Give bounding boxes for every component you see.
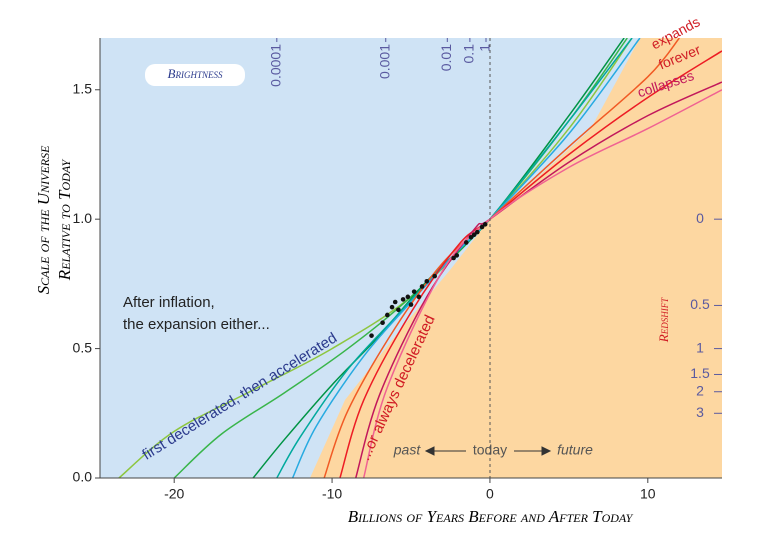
brightness-tick-label: 0.1 — [461, 44, 477, 64]
annotation: the expansion either... — [123, 316, 270, 333]
data-point — [416, 294, 422, 300]
annotation: past — [393, 442, 422, 458]
data-point — [468, 234, 474, 240]
redshift-tick-label: 0.5 — [690, 296, 710, 312]
data-point — [380, 320, 385, 326]
redshift-tick-label: 1.5 — [690, 365, 710, 381]
brightness-tick-label: 0.0001 — [268, 44, 284, 87]
brightness-box — [145, 64, 245, 86]
data-point — [385, 312, 390, 318]
arrows — [424, 446, 552, 456]
data-point — [471, 232, 477, 238]
redshift-tick-label: 2 — [696, 382, 704, 398]
data-point — [396, 307, 401, 313]
data-point — [475, 229, 480, 235]
y-label: Scale of the Universe — [34, 145, 53, 295]
data-point — [463, 240, 469, 245]
data-point — [479, 224, 485, 230]
brightness-tick-label: 1 — [477, 44, 493, 52]
curve — [291, 38, 641, 478]
data-point — [400, 297, 406, 302]
annotation: After inflation, — [123, 294, 215, 311]
x-tick-label: -20 — [164, 486, 184, 502]
y-tick-label: 0.0 — [73, 469, 93, 485]
data-point — [389, 304, 395, 310]
data-point — [408, 302, 414, 307]
data-point — [392, 299, 398, 305]
annotation: future — [557, 442, 593, 458]
data-point — [432, 273, 437, 279]
y-tick-label: 1.5 — [73, 80, 93, 96]
data-point — [419, 284, 425, 289]
y-tick-label: 1.0 — [73, 210, 93, 226]
brightness-label: Brightness — [168, 66, 223, 81]
brightness-tick-label: 0.01 — [438, 44, 454, 71]
data-point — [482, 222, 488, 227]
data-point — [369, 333, 374, 338]
annotation: today — [473, 442, 507, 458]
decelerated-region — [310, 38, 722, 478]
data-point — [411, 289, 417, 294]
y-tick-label: 0.5 — [73, 339, 93, 355]
data-point — [451, 255, 456, 261]
curve — [252, 38, 625, 478]
brightness-tick-label: 0.001 — [376, 44, 392, 79]
y-label: Relative to Today — [55, 158, 74, 281]
x-tick-label: -10 — [322, 486, 342, 502]
redshift-tick-label: 1 — [696, 339, 704, 355]
data-point — [424, 278, 430, 284]
redshift-label: Redshift — [656, 297, 671, 343]
redshift-tick-label: 3 — [696, 404, 704, 420]
data-point — [454, 253, 460, 258]
x-tick-label: 0 — [486, 486, 494, 502]
x-tick-label: 10 — [640, 486, 656, 502]
curve — [355, 81, 722, 478]
redshift-tick-label: 0 — [696, 210, 704, 226]
data-point — [405, 294, 411, 300]
x-label: Billions of Years Before and After Today — [348, 507, 634, 526]
